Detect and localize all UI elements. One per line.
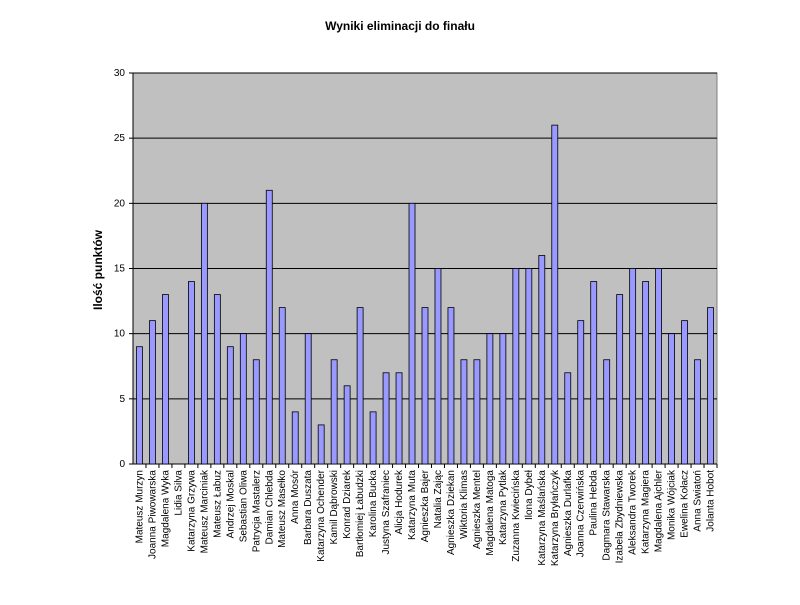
bar [317,424,325,465]
bar [538,255,546,465]
x-tick-label: Mateusz Murzyn [134,470,145,543]
x-tick-label: Magdalena Wyka [160,470,171,548]
x-tick-label: Kamil Dąbrowski [329,470,340,544]
bar [213,294,221,465]
y-tick-label: 0 [119,459,125,470]
x-tick-label: Justyna Szafraniec [381,470,392,555]
bar [460,359,468,465]
x-tick-label: Mateusz Marciniak [199,469,210,553]
bar [265,189,273,465]
bar [447,307,455,465]
bar [499,333,507,465]
bar [616,294,624,465]
x-tick-label: Anna Mosór [290,469,301,524]
bar [408,202,416,465]
x-tick-label: Lidia Silva [173,470,184,516]
bar [330,359,338,465]
bar [343,385,351,465]
x-tick-label: Patrycja Mastalerz [251,470,262,552]
x-tick-label: Mateusz Masełko [277,470,288,548]
x-tick-label: Anna Swiatoń [693,470,704,532]
x-tick-label: Damian Chlebda [264,470,275,545]
bar [655,268,662,465]
bar [278,307,286,465]
bar [162,294,169,465]
bar [603,359,611,465]
y-tick-label: 10 [114,329,126,340]
bar [382,372,390,465]
x-tick-label: Mateusz Łabuz [212,470,223,538]
bar [629,268,637,465]
chart-title: Wyniki eliminacji do finału [325,19,475,33]
y-tick-label: 20 [114,198,126,209]
x-tick-label: Zuzanna Kwiecińska [511,470,522,562]
bar [395,372,403,465]
x-tick-label: Karolina Bucka [368,470,379,538]
x-tick-label: Agnieszka Bajer [420,469,431,542]
bar [681,320,688,465]
y-axis-label: Ilość punktów [91,229,105,310]
y-tick-label: 30 [114,68,126,79]
x-tick-label: Joanna Czerwińska [576,470,587,558]
y-tick-label: 25 [114,133,126,144]
bar [434,268,442,465]
x-tick-label: Andrzej Moskal [225,470,236,538]
bar [136,346,143,465]
bar [226,346,234,465]
bar [694,359,701,465]
y-tick-label: 15 [114,264,126,275]
x-tick-label: Sebastian Oliwa [238,470,249,543]
bar [200,202,208,465]
x-tick-label: Katarzyna Grzywa [186,470,197,552]
bar [642,281,650,465]
x-tick-label: Agnieszka Durlafka [563,470,574,557]
x-tick-label: Konrad Dziarek [342,469,353,539]
x-tick-label: Katarzyna Ochender [316,469,327,561]
bar [551,124,559,465]
x-tick-label: Katarzyna Pytlak [498,469,509,545]
bar [421,307,429,465]
x-tick-label: Magdalena Matoga [485,470,496,556]
x-tick-label: Bartłomiej Łabudzki [355,470,366,557]
x-tick-label: Wiktoria Klimas [459,470,470,539]
x-tick-label: Katarzyna Muta [407,470,418,540]
x-tick-label: Alicja Hodurek [394,469,405,534]
x-tick-label: Agnieszka Dziekan [446,470,457,555]
x-tick-label: Katarzyna Maślańska [537,470,548,566]
x-tick-label: Agnieszka Mentel [472,470,483,549]
y-tick-label: 5 [119,394,125,405]
bar [473,359,481,465]
bar [707,307,714,465]
x-tick-label: Aleksandra Tworek [628,469,639,555]
bar [525,268,533,465]
bar [304,333,312,465]
bar [512,268,520,465]
x-tick-label: Paulina Hebda [589,470,600,536]
x-tick-label: Katarzyna Magiera [641,470,652,554]
bar [486,333,494,465]
bar [577,320,585,465]
x-tick-label: Dagmara Stawarska [602,470,613,561]
bar [291,411,299,465]
x-tick-label: Izabela Zbydniewska [615,470,626,564]
bar [252,359,260,465]
x-tick-label: Magdalena Ajchler [654,469,665,552]
bar [590,281,598,465]
x-tick-label: Katarzyna Bryłańczyk [550,469,561,566]
x-tick-label: Ewelina Kołacz [680,470,691,538]
bar [239,333,247,465]
bar [564,372,572,465]
bar [356,307,364,465]
x-tick-label: Ilona Dybeł [524,469,535,520]
bar [668,333,675,465]
x-tick-label: Monika Wójciak [667,469,678,540]
x-tick-label: Jolanta Hobot [706,470,717,532]
x-tick-label: Joanna Piwowarska [147,470,158,559]
bar [369,411,377,465]
bar [149,320,156,465]
bar [187,281,195,465]
x-tick-label: Natalia Zając [433,470,444,528]
x-tick-label: Barbara Duszata [303,470,314,545]
